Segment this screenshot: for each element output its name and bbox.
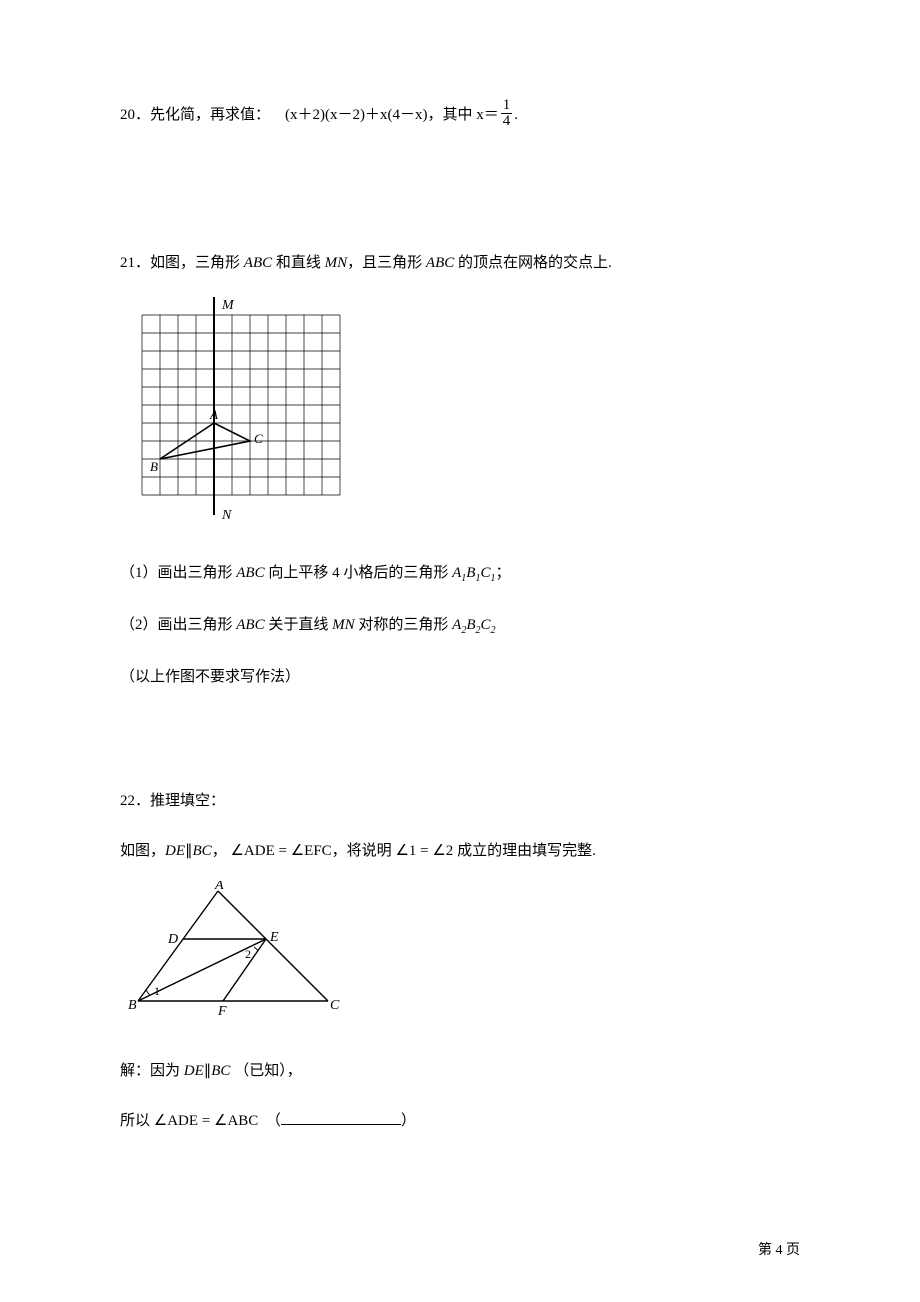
svg-text:1: 1 [154,984,160,998]
svg-text:B: B [128,998,137,1013]
q20: 20．先化简，再求值： (x＋2)(x－2)＋x(4－x)，其中 x＝14. [120,100,800,131]
page-number: 第 4 页 [758,1240,800,1262]
q20-period: . [514,107,518,123]
svg-text:A: A [214,881,224,893]
label-B: B [150,459,158,474]
label-A: A [209,407,218,422]
q20-text-a: 先化简，再求值： [150,107,270,123]
svg-text:D: D [167,932,178,947]
q22-sol2: 所以 ∠ADE = ∠ABC （） [120,1109,800,1133]
q22-number: 22． [120,793,150,809]
q22-sol1: 解：因为 DE∥BC （已知）， [120,1059,800,1083]
q21-figure: M N A B C [140,293,800,531]
q21-intro: 21．如图，三角形 ABC 和直线 MN，且三角形 ABC 的顶点在网格的交点上… [120,251,800,275]
q21-number: 21． [120,255,150,271]
svg-text:C: C [330,998,340,1013]
svg-text:2: 2 [245,947,251,961]
q21-part1: （1）画出三角形 ABC 向上平移 4 小格后的三角形 A1B1C1； [120,561,800,587]
q22-title: 22．推理填空： [120,789,800,813]
label-C: C [254,431,263,446]
q22-line1: 如图，DE∥BC， ∠ADE = ∠EFC，将说明 ∠1 = ∠2 成立的理由填… [120,839,800,863]
q21-note: （以上作图不要求写作法） [120,665,800,689]
q22-figure: A B C D E F 1 2 [128,881,800,1029]
label-M: M [221,298,235,313]
q20-frac: 14 [501,98,513,129]
q21-tri1: A1B1C1 [452,565,495,581]
svg-text:F: F [217,1004,227,1019]
svg-text:E: E [269,930,279,945]
q20-number: 20． [120,107,150,123]
q21-tri2: A2B2C2 [452,617,495,633]
blank-1 [281,1110,401,1125]
q21-part2: （2）画出三角形 ABC 关于直线 MN 对称的三角形 A2B2C2 [120,613,800,639]
label-N: N [221,508,232,523]
q20-expr: (x＋2)(x－2)＋x(4－x)，其中 x＝ [285,107,499,123]
